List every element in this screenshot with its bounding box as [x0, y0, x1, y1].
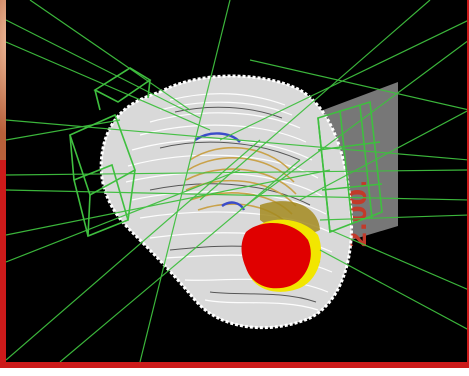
beam-collimator-right: [317, 100, 383, 234]
target-volume: [241, 219, 322, 292]
beam-lines: [6, 0, 467, 362]
beam-collimator-left: [69, 67, 152, 238]
